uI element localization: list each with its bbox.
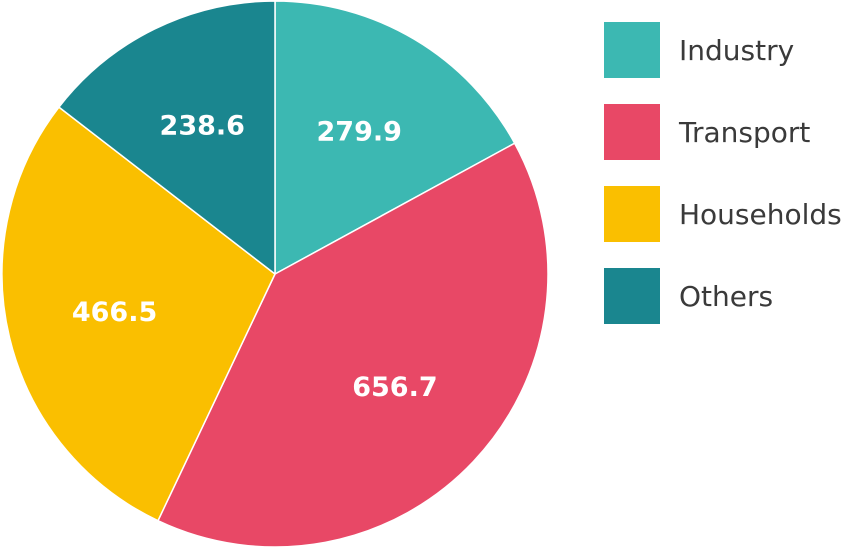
pie-chart: 279.9 656.7 466.5 238.6 [1,0,549,548]
legend-label-industry: Industry [679,33,795,67]
pie-slice-households [1,106,276,522]
legend-label-transport: Transport [679,115,811,149]
legend-swatch-others [604,268,660,324]
legend-swatch-industry [604,22,660,78]
legend-item-transport: Transport [604,104,842,160]
legend-item-households: Households [604,186,842,242]
pie-value-labels: 279.9 656.7 466.5 238.6 [72,110,438,402]
legend-label-others: Others [679,279,774,313]
pie-value-label-transport: 656.7 [352,372,437,403]
pie-slice-industry [274,0,516,275]
pie-value-label-households: 466.5 [72,297,157,328]
pie-slice-others [58,0,276,275]
pie-value-label-others: 238.6 [160,110,245,141]
pie-slices [1,0,549,548]
legend: Industry Transport Households Others [604,22,842,350]
legend-item-others: Others [604,268,842,324]
legend-item-industry: Industry [604,22,842,78]
pie-slice-transport [157,142,549,548]
legend-swatch-households [604,186,660,242]
legend-label-households: Households [679,197,842,231]
pie-value-label-industry: 279.9 [317,117,402,148]
legend-swatch-transport [604,104,660,160]
